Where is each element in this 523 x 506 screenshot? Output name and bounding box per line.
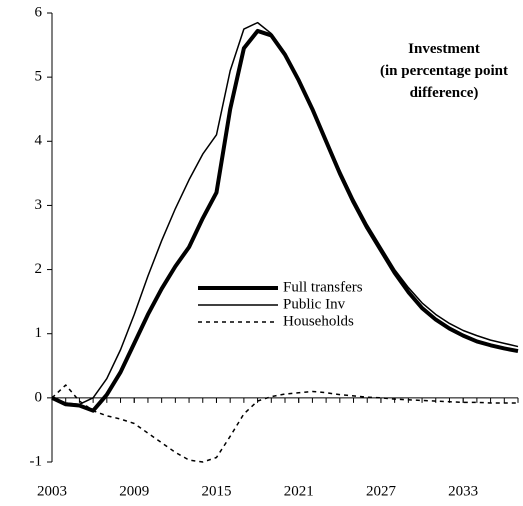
series-line <box>51 21 519 406</box>
y-tick-label: 0 <box>35 389 43 405</box>
legend-label: Public Inv <box>283 296 346 312</box>
y-tick-label: 3 <box>35 197 43 213</box>
y-tick-label: 2 <box>35 261 43 277</box>
y-tick-label: -1 <box>30 453 43 469</box>
chart-subtitle: (in percentage point difference) <box>379 63 509 101</box>
y-tick-label: 6 <box>35 4 43 20</box>
series-line <box>51 384 518 463</box>
x-tick-label: 2021 <box>284 483 314 499</box>
y-tick-label: 5 <box>35 69 43 85</box>
y-tick-label: 1 <box>35 325 43 341</box>
x-tick-label: 2027 <box>366 483 397 499</box>
y-tick-label: 4 <box>35 133 43 149</box>
series-line <box>51 28 519 413</box>
x-tick-label: 2033 <box>448 483 478 499</box>
x-tick-label: 2015 <box>201 483 231 499</box>
chart-title: Investment <box>408 41 480 57</box>
x-tick-label: 2003 <box>37 483 67 499</box>
legend-label: Households <box>283 313 354 329</box>
legend-label: Full transfers <box>283 279 363 295</box>
title-block: Investment (in percentage point differen… <box>360 38 523 104</box>
x-tick-label: 2009 <box>119 483 149 499</box>
